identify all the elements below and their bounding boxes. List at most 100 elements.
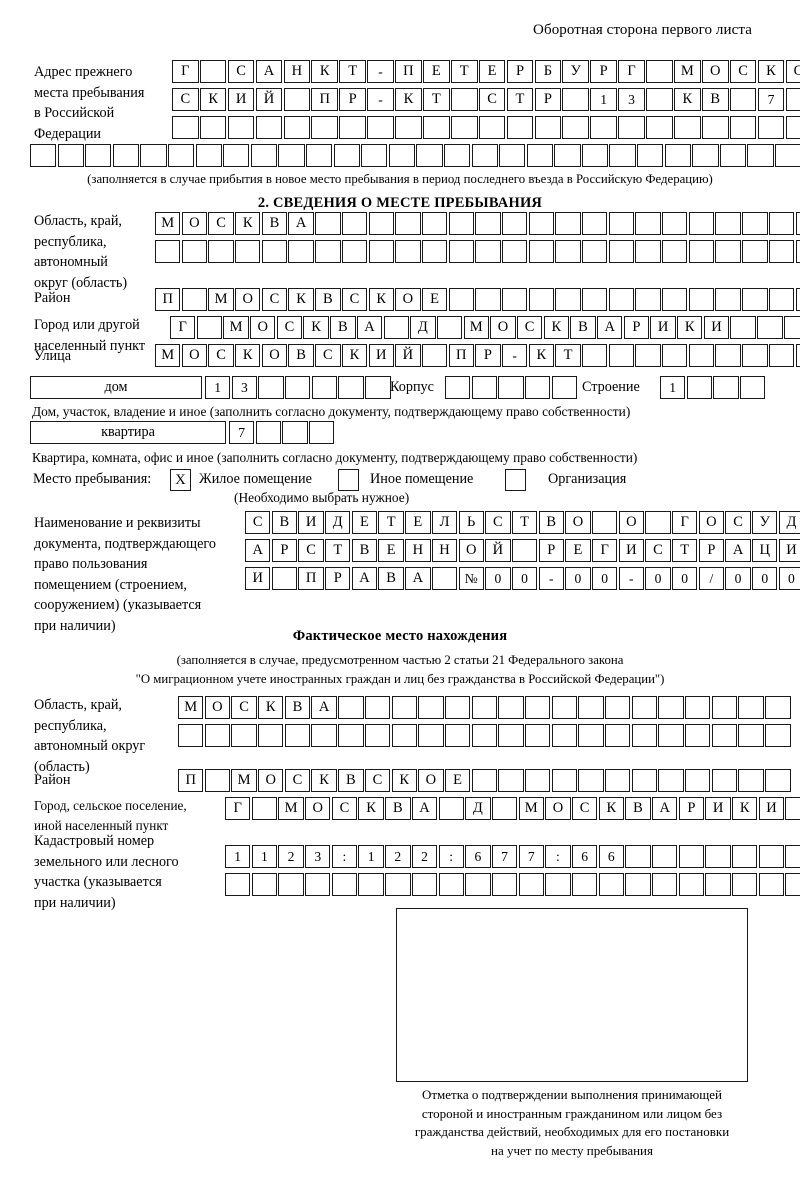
cadastral-row-2[interactable] [225,873,800,896]
document-r2-cell-14[interactable]: Г [591,539,618,562]
prev-address-r2-cell-5[interactable] [283,88,311,111]
prev-address-r1-cell-19[interactable]: М [674,60,701,83]
region-r1-cell-10[interactable] [395,212,421,235]
prev-address-r1-cell-13[interactable]: Р [506,60,534,83]
document-r1-cell-6[interactable]: Т [378,511,404,534]
actual-city-cell-13[interactable]: О [545,797,571,820]
document-r1-cell-18[interactable]: О [698,511,725,534]
region-r2-cell-15[interactable] [528,240,555,263]
actual-district-cell-15[interactable] [551,769,578,792]
prev-address-r4-cell-16[interactable] [443,144,471,167]
actual-region-r1-cell-14[interactable] [524,696,551,719]
cadastral-r2-cell-6[interactable] [358,873,384,896]
actual-district-cell-9[interactable]: К [391,769,417,792]
cadastral-r2-cell-2[interactable] [251,873,278,896]
cadastral-r1-cell-8[interactable]: 2 [411,845,438,868]
actual-region-r2-cell-23[interactable] [765,724,791,747]
street-cell-13[interactable]: Р [475,344,501,367]
cadastral-r2-cell-4[interactable] [305,873,331,896]
cadastral-r1-cell-20[interactable] [732,845,758,868]
city-cell-17[interactable]: А [597,316,623,339]
actual-district-cell-23[interactable] [765,769,791,792]
region-r1-cell-13[interactable] [475,212,501,235]
actual-region-r1-cell-18[interactable] [631,696,658,719]
region-r2-cell-14[interactable] [501,240,528,263]
actual-region-r1-cell-5[interactable]: В [284,696,311,719]
city-cell-22[interactable] [730,316,756,339]
cadastral-r1-cell-1[interactable]: 1 [225,845,251,868]
city-cell-9[interactable] [383,316,409,339]
district-cell-25[interactable] [795,288,800,311]
street-cell-3[interactable]: С [208,344,234,367]
prev-address-r1-cell-21[interactable]: С [729,60,757,83]
cadastral-r1-cell-21[interactable] [758,845,785,868]
prev-address-r1-cell-5[interactable]: Н [283,60,311,83]
street-cell-7[interactable]: С [315,344,341,367]
actual-city-cell-14[interactable]: С [571,797,598,820]
document-r2-cell-7[interactable]: Н [405,539,431,562]
document-r2-cell-5[interactable]: В [351,539,378,562]
actual-region-r2-cell-6[interactable] [311,724,337,747]
prev-address-r3-cell-11[interactable] [450,116,478,139]
prev-address-r4-cell-8[interactable] [223,144,250,167]
prev-address-r2-cell-7[interactable]: Р [339,88,366,111]
document-r1-cell-8[interactable]: Л [431,511,458,534]
prev-address-r4-cell-15[interactable] [416,144,443,167]
region-r1-cell-5[interactable]: В [261,212,288,235]
house-cell-1[interactable]: 1 [205,376,231,399]
district-cell-15[interactable] [528,288,555,311]
actual-region-r1-cell-17[interactable] [605,696,631,719]
street-cell-19[interactable] [635,344,661,367]
district-cell-1[interactable]: П [155,288,181,311]
actual-district-cell-11[interactable]: Е [444,769,471,792]
flat-cell-2[interactable] [255,421,282,444]
district-cell-12[interactable] [448,288,474,311]
prev-address-r3-cell-8[interactable] [367,116,394,139]
document-r1-cell-2[interactable]: В [271,511,298,534]
region-r1-cell-18[interactable] [608,212,635,235]
street-cell-24[interactable] [768,344,795,367]
document-r1-cell-16[interactable] [645,511,671,534]
actual-city-cell-17[interactable]: А [652,797,678,820]
stroenie-cell-3[interactable] [713,376,739,399]
region-r2-cell-22[interactable] [715,240,741,263]
city-cell-20[interactable]: К [677,316,703,339]
cadastral-r1-cell-18[interactable] [678,845,705,868]
document-r3-cell-4[interactable]: Р [325,567,351,590]
actual-region-r1-cell-9[interactable] [391,696,417,719]
region-r1-cell-2[interactable]: О [181,212,208,235]
actual-region-r2-cell-17[interactable] [605,724,631,747]
document-r2-cell-20[interactable]: Ц [752,539,778,562]
actual-region-r2-cell-18[interactable] [631,724,658,747]
district-cell-16[interactable] [555,288,581,311]
prev-address-r2-cell-17[interactable]: 3 [618,88,645,111]
korpus-cell-3[interactable] [498,376,524,399]
document-r2-cell-15[interactable]: И [618,539,645,562]
street-cell-17[interactable] [582,344,608,367]
cadastral-r2-cell-22[interactable] [785,873,800,896]
city-cell-13[interactable]: О [490,316,516,339]
actual-region-r2-cell-15[interactable] [551,724,578,747]
cadastral-r2-cell-10[interactable] [465,873,491,896]
actual-city-cell-2[interactable] [251,797,278,820]
document-r1-cell-1[interactable]: С [245,511,271,534]
actual-region-r2-cell-11[interactable] [444,724,471,747]
actual-city-cell-3[interactable]: М [278,797,304,820]
prev-address-r2-cell-16[interactable]: 1 [590,88,617,111]
prev-address-r4-cell-3[interactable] [85,144,112,167]
street-cell-14[interactable]: - [501,344,528,367]
prev-address-r2-cell-8[interactable]: - [367,88,394,111]
region-r1-cell-11[interactable] [421,212,448,235]
actual-region-row-2[interactable] [178,724,792,747]
cadastral-r2-cell-20[interactable] [732,873,758,896]
region-r2-cell-13[interactable] [475,240,501,263]
region-r1-cell-3[interactable]: С [208,212,234,235]
prev-address-r4-cell-24[interactable] [664,144,691,167]
street-cell-22[interactable] [715,344,741,367]
document-r3-cell-13[interactable]: 0 [565,567,591,590]
city-cell-3[interactable]: М [223,316,249,339]
